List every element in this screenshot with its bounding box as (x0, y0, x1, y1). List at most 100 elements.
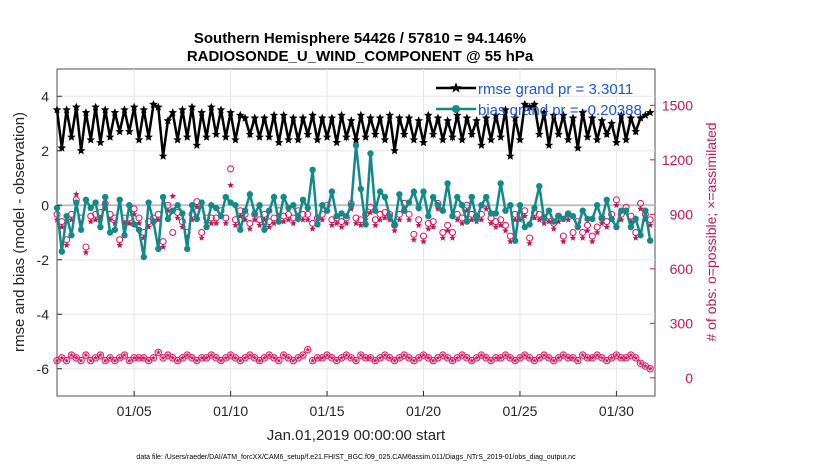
bias-point (603, 196, 610, 203)
bias-point (347, 202, 355, 209)
bias-point (434, 202, 442, 209)
rmse-point (636, 113, 645, 122)
chart-title-line2: RADIOSONDE_U_WIND_COMPONENT @ 55 hPa (187, 48, 534, 65)
rmse-point (592, 135, 602, 144)
bias-point (531, 204, 538, 212)
bias-point (77, 226, 85, 233)
rmse-point (202, 132, 211, 141)
rmse-point (361, 132, 370, 141)
bias-point (425, 212, 432, 220)
possible-point (227, 165, 235, 173)
series-bias (53, 142, 654, 261)
possible-lower-point (299, 351, 307, 359)
assimilated-lower-point (237, 358, 243, 363)
rmse-point (535, 129, 544, 138)
bias-point (497, 180, 504, 187)
possible-lower-point (304, 345, 312, 354)
assimilated-point (545, 218, 553, 225)
assimilated-point (304, 216, 312, 223)
assimilated-lower-point (117, 355, 123, 360)
rmse-point (559, 110, 568, 119)
assimilated-lower-point (343, 352, 349, 358)
assimilated-lower-point (435, 355, 441, 360)
rmse-point (110, 108, 120, 117)
rmse-point (86, 135, 95, 144)
bias-point (627, 223, 635, 231)
assimilated-lower-point (580, 352, 586, 358)
rmse-point (182, 132, 192, 141)
y2-tick-label-0: 0 (685, 370, 693, 386)
rmse-point (645, 108, 655, 117)
assimilated-lower-point (536, 355, 542, 360)
assimilated-point (492, 223, 500, 230)
assimilated-point (270, 219, 278, 227)
rmse-point (395, 113, 404, 122)
rmse-point (163, 116, 173, 125)
y-tick-label-2: -2 (37, 252, 50, 268)
rmse-point (549, 110, 558, 119)
rmse-point (279, 110, 288, 119)
bias-point (299, 196, 307, 203)
rmse-point (211, 129, 221, 138)
assimilated-point (579, 234, 586, 241)
bias-point (622, 207, 630, 214)
possible-lower-point (135, 354, 143, 362)
bias-point (516, 202, 524, 209)
rmse-point (583, 132, 592, 141)
bias-point (507, 202, 514, 209)
assimilated-lower-point (353, 358, 359, 363)
assimilated-lower-point (377, 355, 383, 360)
bias-point (584, 215, 591, 223)
possible-point (169, 229, 177, 236)
rmse-point (530, 99, 539, 109)
rmse-point (612, 138, 621, 147)
rmse-point (607, 119, 616, 128)
rmse-point (105, 132, 115, 141)
assimilated-point (632, 234, 639, 241)
legend-bias-label: bias grand pr = -0.20388 (478, 102, 642, 119)
assimilated-lower-point (565, 355, 571, 360)
assimilated-lower-point (69, 352, 74, 358)
rmse-point (293, 135, 303, 144)
bias-point (164, 215, 172, 223)
bias-point (135, 226, 143, 233)
assimilated-point (434, 205, 442, 212)
bias-point (574, 223, 582, 231)
bias-point (265, 207, 273, 214)
rmse-point (371, 129, 380, 138)
chart-title-line1: Southern Hemisphere 54426 / 57810 = 94.1… (194, 30, 526, 47)
assimilated-lower-point (647, 366, 653, 371)
rmse-point (96, 138, 105, 147)
assimilated-lower-point (372, 358, 378, 363)
assimilated-lower-point (363, 355, 369, 360)
assimilated-lower-point (208, 352, 214, 358)
bias-point (410, 188, 418, 195)
assimilated-lower-point (503, 352, 508, 358)
bias-point (232, 202, 239, 209)
assimilated-lower-point (242, 355, 248, 360)
bias-point (150, 218, 157, 225)
bias-point (386, 212, 393, 220)
rmse-point (477, 140, 486, 149)
assimilated-point (637, 205, 644, 212)
rmse-point (192, 140, 202, 149)
bias-point (564, 210, 572, 217)
bias-point (468, 193, 475, 201)
bias-point (285, 204, 292, 212)
assimilated-lower-point (493, 355, 499, 360)
bias-point (145, 199, 152, 206)
bias-point (352, 142, 360, 149)
assimilated-lower-point (416, 355, 422, 360)
assimilated-point (569, 234, 577, 241)
y-axis-label: rmse and bias (model - observation) (11, 112, 28, 352)
assimilated-lower-point (54, 358, 60, 363)
assimilated-point (232, 221, 239, 229)
assimilated-lower-point (310, 358, 316, 363)
assimilated-point (589, 238, 596, 245)
x-tick-label-3: 01/20 (406, 403, 441, 419)
assimilated-lower-point (286, 355, 291, 360)
assimilated-point (333, 219, 340, 227)
rmse-point (578, 108, 587, 117)
rmse-point (120, 105, 129, 114)
rmse-point (453, 110, 462, 119)
